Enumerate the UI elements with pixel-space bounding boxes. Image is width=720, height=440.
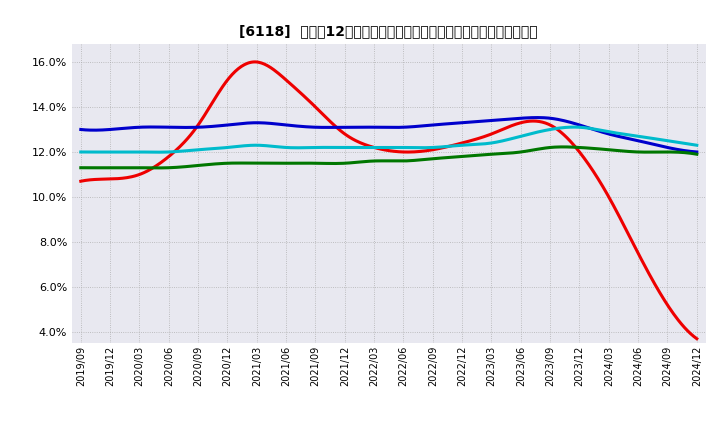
Title: [6118]  売上高12か月移動合計の対前年同期増減率の標準偏差の推移: [6118] 売上高12か月移動合計の対前年同期増減率の標準偏差の推移: [240, 25, 538, 39]
